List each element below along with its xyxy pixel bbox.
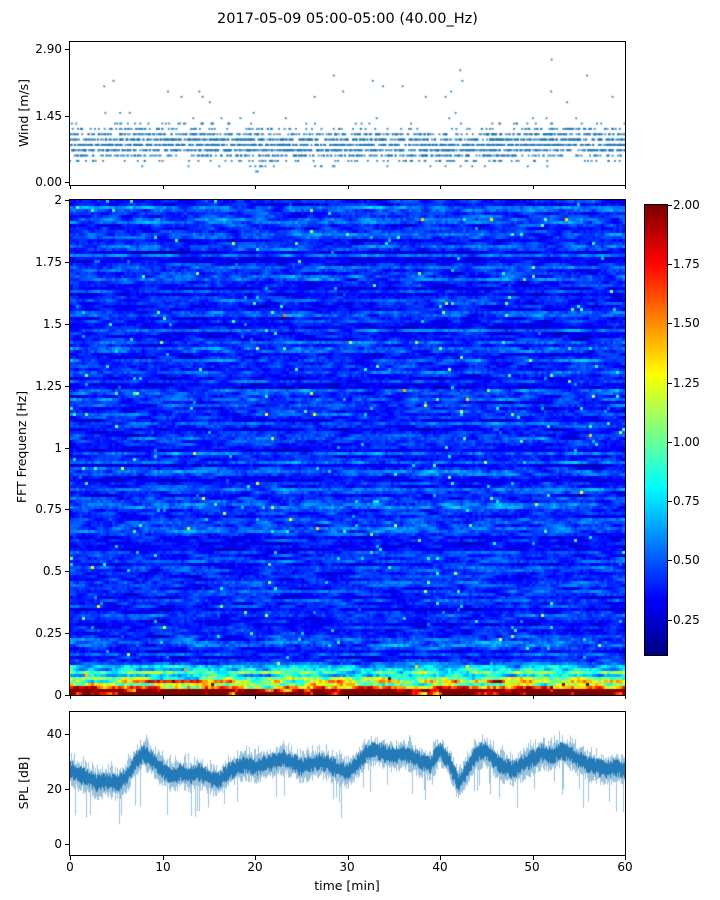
x-axis-label: time [min] (314, 878, 380, 893)
y-tick-label: 0 (54, 688, 62, 702)
tick-mark (668, 205, 672, 206)
tick-mark (668, 442, 672, 443)
y-tick-label: 40 (46, 727, 62, 741)
y-tick-label: 1.45 (35, 109, 62, 123)
tick-mark (65, 509, 69, 510)
tick-mark (533, 696, 534, 699)
colorbar-tick-label: 1.50 (673, 316, 700, 330)
y-tick-label: 0.5 (42, 564, 62, 578)
y-tick-label: 0.75 (35, 502, 62, 516)
figure-title: 2017-05-09 05:00-05:00 (40.00_Hz) (217, 11, 478, 27)
tick-mark (533, 186, 534, 189)
tick-mark (65, 116, 69, 117)
colorbar-tick-label: 0.25 (673, 613, 700, 627)
tick-mark (65, 49, 69, 50)
tick-mark (65, 571, 69, 572)
tick-mark (668, 383, 672, 384)
x-tick-label: 60 (617, 860, 633, 874)
y-tick-label: 20 (46, 782, 62, 796)
tick-mark (348, 186, 349, 189)
spl-plot (69, 711, 626, 856)
tick-mark (440, 696, 441, 699)
y-tick-label: 2 (54, 193, 62, 207)
tick-mark (533, 856, 534, 860)
y-tick-label: 1 (54, 441, 62, 455)
y-tick-label: 1.75 (35, 255, 62, 269)
tick-mark (348, 696, 349, 699)
x-tick-label: 20 (247, 860, 263, 874)
wind-plot (69, 41, 626, 186)
tick-mark (65, 844, 69, 845)
tick-mark (668, 323, 672, 324)
tick-mark (65, 262, 69, 263)
tick-mark (440, 186, 441, 189)
tick-mark (255, 696, 256, 699)
tick-mark (65, 695, 69, 696)
tick-mark (163, 856, 164, 860)
colorbar-tick-label: 0.75 (673, 494, 700, 508)
tick-mark (625, 186, 626, 189)
tick-mark (70, 856, 71, 860)
spl-line-canvas (70, 712, 625, 855)
y-tick-label: 1.5 (42, 317, 62, 331)
tick-mark (65, 182, 69, 183)
y-tick-label: 0 (54, 837, 62, 851)
spectrogram-canvas (70, 200, 625, 695)
y-tick-label: 2.90 (35, 42, 62, 56)
colorbar-canvas (645, 205, 667, 655)
x-tick-label: 0 (66, 860, 74, 874)
y-tick-label: 0.25 (35, 626, 62, 640)
tick-mark (70, 186, 71, 189)
colorbar-tick-label: 1.00 (673, 435, 700, 449)
x-tick-label: 30 (339, 860, 355, 874)
tick-mark (65, 789, 69, 790)
tick-mark (65, 633, 69, 634)
tick-mark (65, 386, 69, 387)
tick-mark (625, 856, 626, 860)
x-tick-label: 40 (432, 860, 448, 874)
colorbar (644, 204, 668, 656)
x-tick-label: 10 (155, 860, 171, 874)
colorbar-tick-label: 0.50 (673, 553, 700, 567)
tick-mark (70, 696, 71, 699)
tick-mark (65, 734, 69, 735)
tick-mark (163, 186, 164, 189)
tick-mark (440, 856, 441, 860)
tick-mark (668, 560, 672, 561)
colorbar-tick-label: 1.75 (673, 257, 700, 271)
colorbar-tick-label: 2.00 (673, 198, 700, 212)
y-tick-label: 0.00 (35, 175, 62, 189)
tick-mark (65, 200, 69, 201)
tick-mark (255, 856, 256, 860)
tick-mark (348, 856, 349, 860)
y-tick-label: 1.25 (35, 379, 62, 393)
colorbar-tick-label: 1.25 (673, 376, 700, 390)
x-tick-label: 50 (524, 860, 540, 874)
tick-mark (668, 501, 672, 502)
spectrogram-plot (69, 199, 626, 696)
tick-mark (668, 264, 672, 265)
tick-mark (255, 186, 256, 189)
wind-scatter-canvas (70, 42, 625, 185)
tick-mark (163, 696, 164, 699)
tick-mark (65, 324, 69, 325)
tick-mark (625, 696, 626, 699)
tick-mark (668, 620, 672, 621)
tick-mark (65, 448, 69, 449)
